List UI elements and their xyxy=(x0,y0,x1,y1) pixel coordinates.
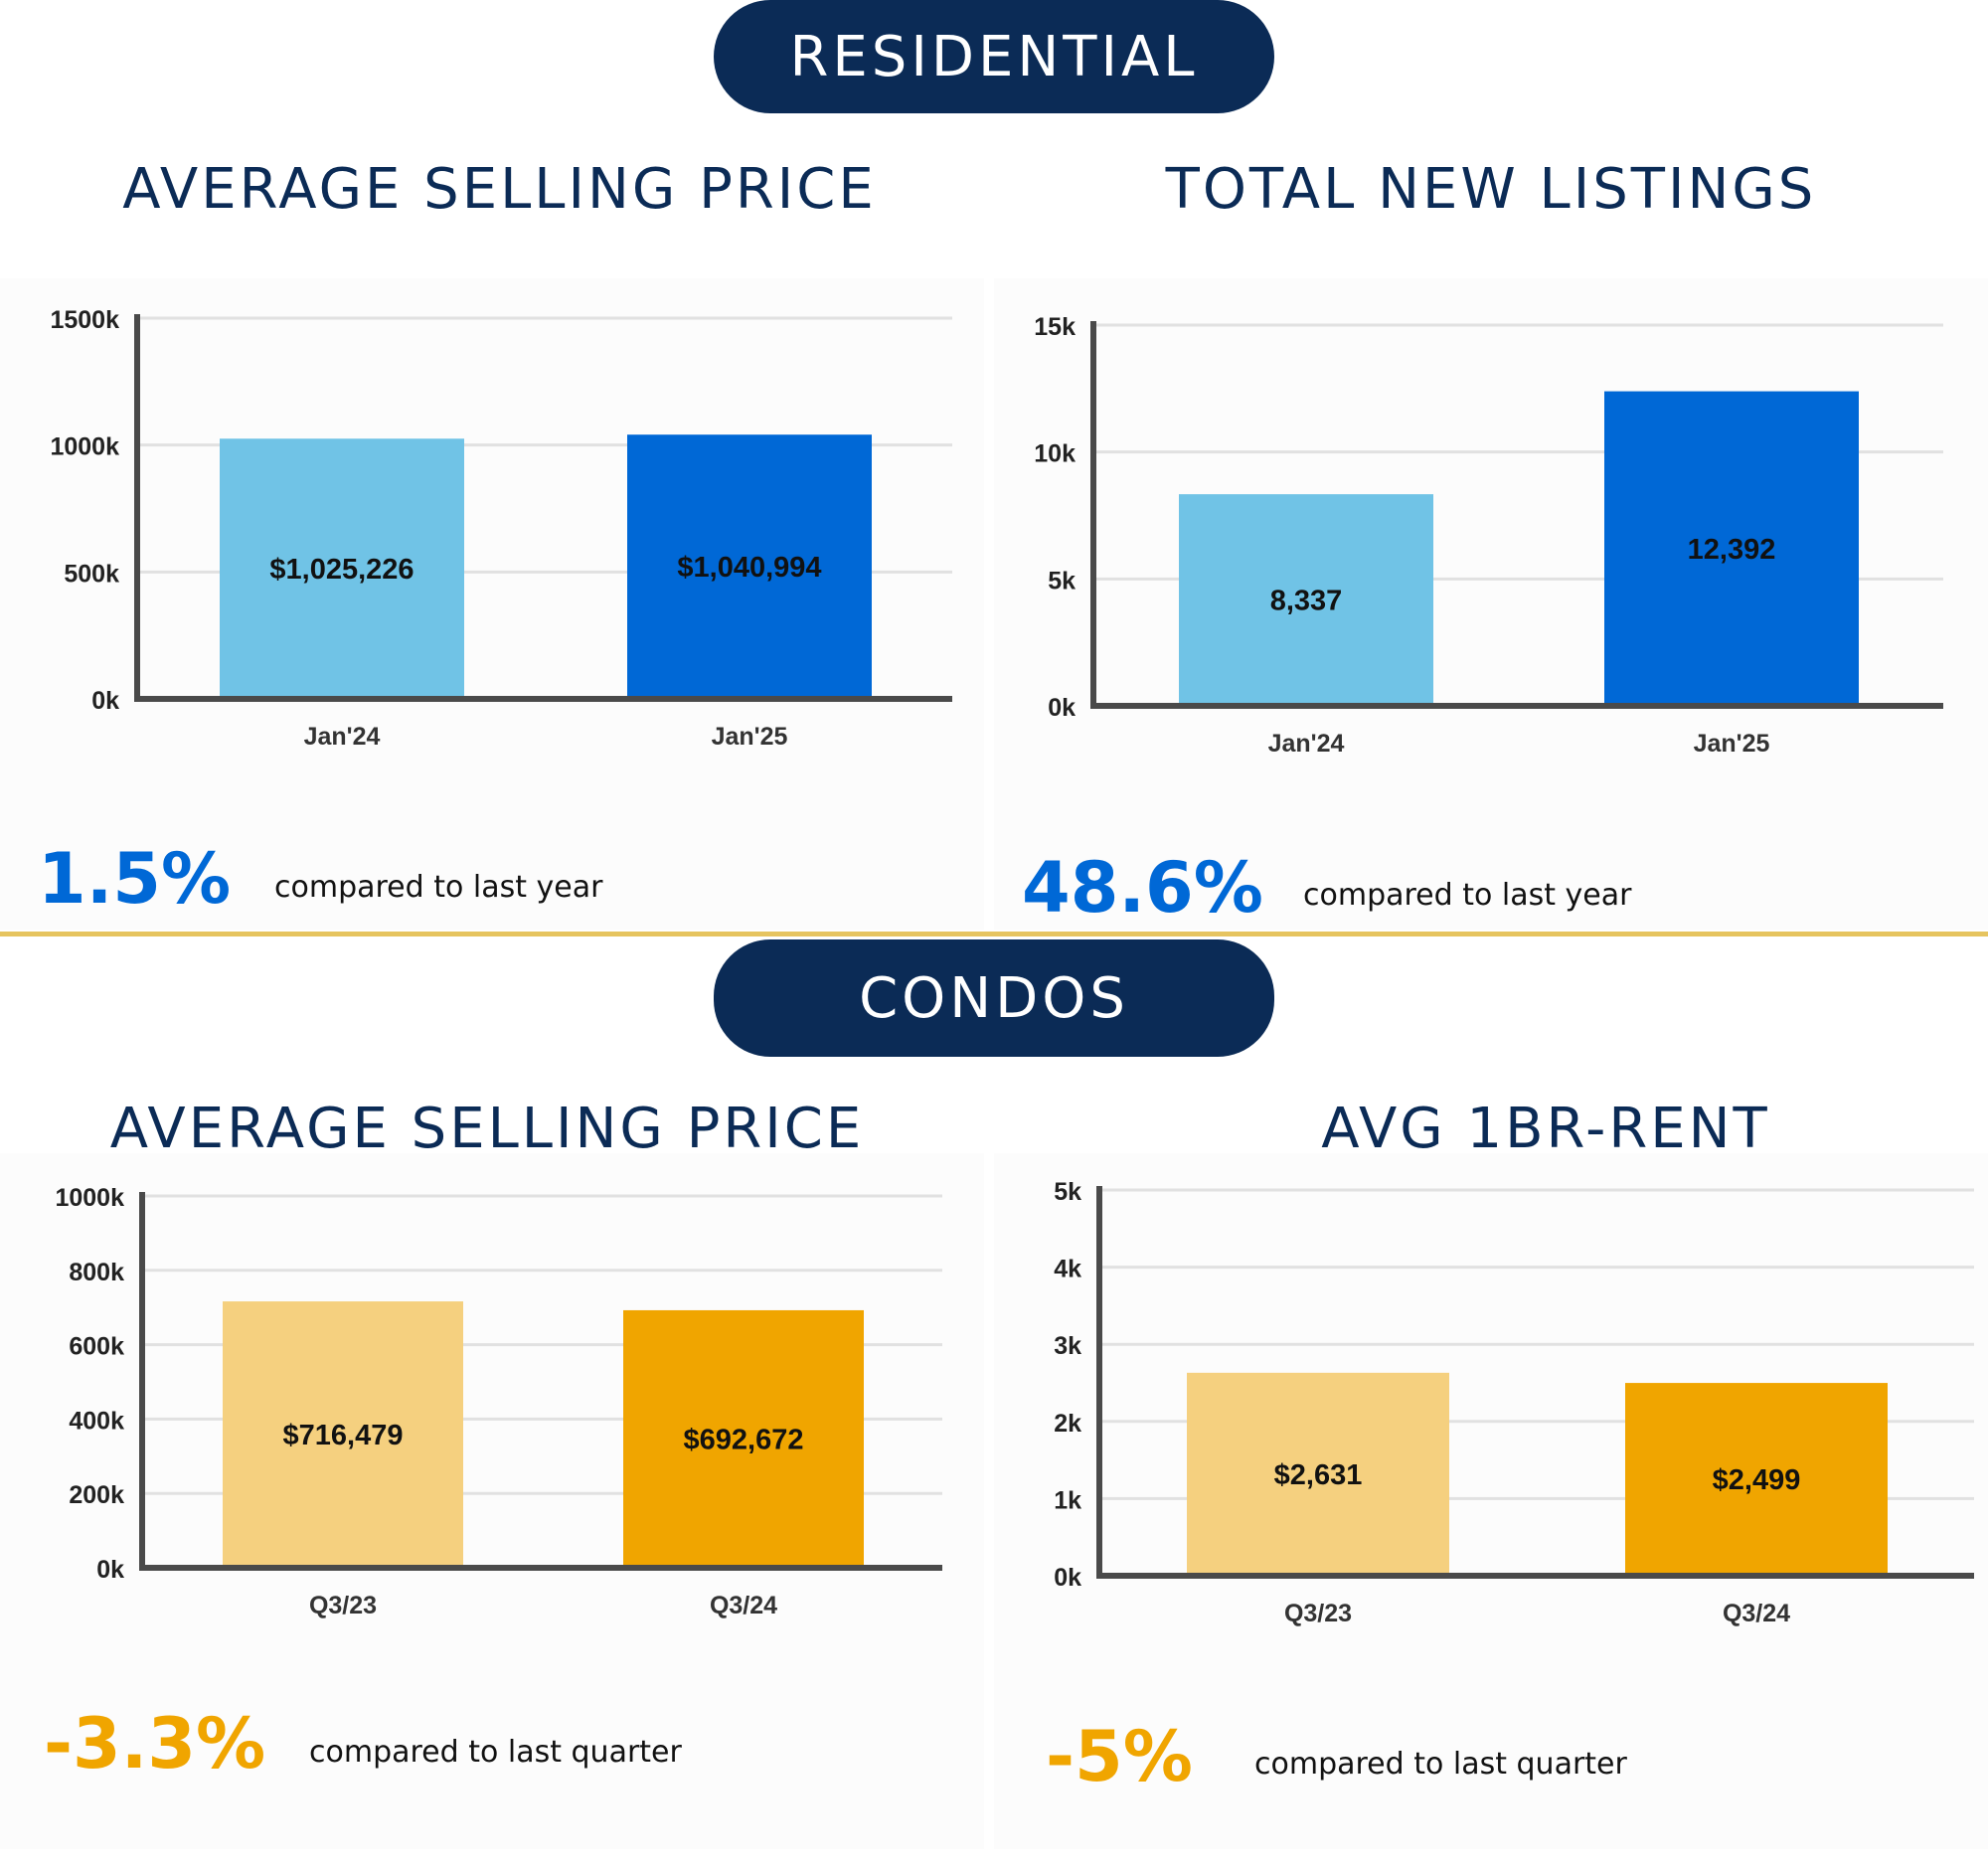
data-label: $716,479 xyxy=(283,1420,404,1451)
y-tick-label: 1k xyxy=(1054,1486,1081,1514)
bar-jan24 xyxy=(220,438,464,699)
y-tick-label: 400k xyxy=(69,1407,124,1435)
chart-condo-average-selling-price: 0k 200k 400k 600k 800k 1000k $716,479 Q3/23 $692… xyxy=(55,1184,942,1619)
y-tick-label: 1000k xyxy=(55,1184,124,1212)
change-percent-residential-price: 1.5% xyxy=(38,838,232,920)
bar-q324 xyxy=(623,1309,864,1568)
y-tick-label: 5k xyxy=(1054,1178,1081,1206)
bar-jan25 xyxy=(1604,391,1859,706)
bar-q323 xyxy=(1187,1372,1449,1576)
y-tick-label: 0k xyxy=(91,687,119,715)
x-tick-label: Jan'24 xyxy=(304,723,381,751)
panel-title-condo-price: AVERAGE SELLING PRICE xyxy=(109,1097,865,1161)
y-tick-label: 0k xyxy=(1054,1564,1081,1592)
x-tick-label: Jan'24 xyxy=(1268,730,1345,758)
change-percent-condo-price: -3.3% xyxy=(44,1703,266,1785)
y-tick-label: 1500k xyxy=(50,306,119,334)
bar-jan25 xyxy=(627,434,872,699)
data-label: 8,337 xyxy=(1270,586,1343,617)
data-label: 12,392 xyxy=(1688,534,1776,566)
bar-q324 xyxy=(1625,1383,1888,1576)
data-label: $2,499 xyxy=(1713,1464,1801,1496)
y-tick-label: 800k xyxy=(69,1259,124,1286)
panel-title-residential-price: AVERAGE SELLING PRICE xyxy=(122,157,877,222)
bar-jan24 xyxy=(1179,494,1433,706)
y-tick-label: 1000k xyxy=(50,433,119,461)
y-tick-label: 600k xyxy=(69,1333,124,1361)
chart-residential-total-new-listings: 0k 5k 10k 15k 8,337 Jan'24 12,392 Jan'25 xyxy=(1034,313,1943,758)
y-tick-label: 0k xyxy=(96,1556,124,1584)
data-label: $2,631 xyxy=(1274,1459,1363,1491)
change-note-condo-price: compared to last quarter xyxy=(309,1735,682,1770)
chart-condo-avg-1br-rent: 0k 1k 2k 3k 4k 5k $2,631 Q3/23 $2,499 Q3/24 xyxy=(1054,1178,1974,1627)
y-tick-label: 5k xyxy=(1048,567,1076,595)
section-divider xyxy=(0,932,1988,936)
panel-title-condo-rent: AVG 1BR-RENT xyxy=(1321,1097,1770,1161)
x-tick-label: Q3/24 xyxy=(710,1592,777,1619)
y-tick-label: 500k xyxy=(64,560,119,588)
y-tick-label: 200k xyxy=(69,1481,124,1509)
x-tick-label: Jan'25 xyxy=(1694,730,1770,758)
y-tick-label: 0k xyxy=(1048,694,1076,722)
change-note-condo-rent: compared to last quarter xyxy=(1254,1747,1627,1782)
change-note-residential-price: compared to last year xyxy=(274,870,603,905)
condos-section-label: CONDOS xyxy=(714,939,1274,1057)
panel-title-residential-listings: TOTAL NEW LISTINGS xyxy=(1165,157,1817,222)
x-tick-label: Q3/24 xyxy=(1723,1600,1790,1627)
change-percent-residential-listings: 48.6% xyxy=(1022,847,1263,929)
y-tick-label: 10k xyxy=(1034,440,1076,468)
bar-q323 xyxy=(223,1301,463,1568)
data-label: $1,025,226 xyxy=(269,554,414,586)
x-tick-label: Jan'25 xyxy=(712,723,788,751)
change-percent-condo-rent: -5% xyxy=(1046,1716,1193,1797)
x-tick-label: Q3/23 xyxy=(309,1592,377,1619)
y-tick-label: 4k xyxy=(1054,1256,1081,1283)
data-label: $1,040,994 xyxy=(677,552,821,584)
chart-residential-average-selling-price: 0k 500k 1000k 1500k $1,025,226 Jan'24 $1,040,9… xyxy=(50,306,952,751)
x-tick-label: Q3/23 xyxy=(1284,1600,1352,1627)
y-tick-label: 3k xyxy=(1054,1332,1081,1360)
change-note-residential-listings: compared to last year xyxy=(1303,878,1632,913)
residential-section-label: RESIDENTIAL xyxy=(714,0,1274,113)
y-tick-label: 15k xyxy=(1034,313,1076,341)
y-tick-label: 2k xyxy=(1054,1410,1081,1438)
data-label: $692,672 xyxy=(684,1424,804,1455)
